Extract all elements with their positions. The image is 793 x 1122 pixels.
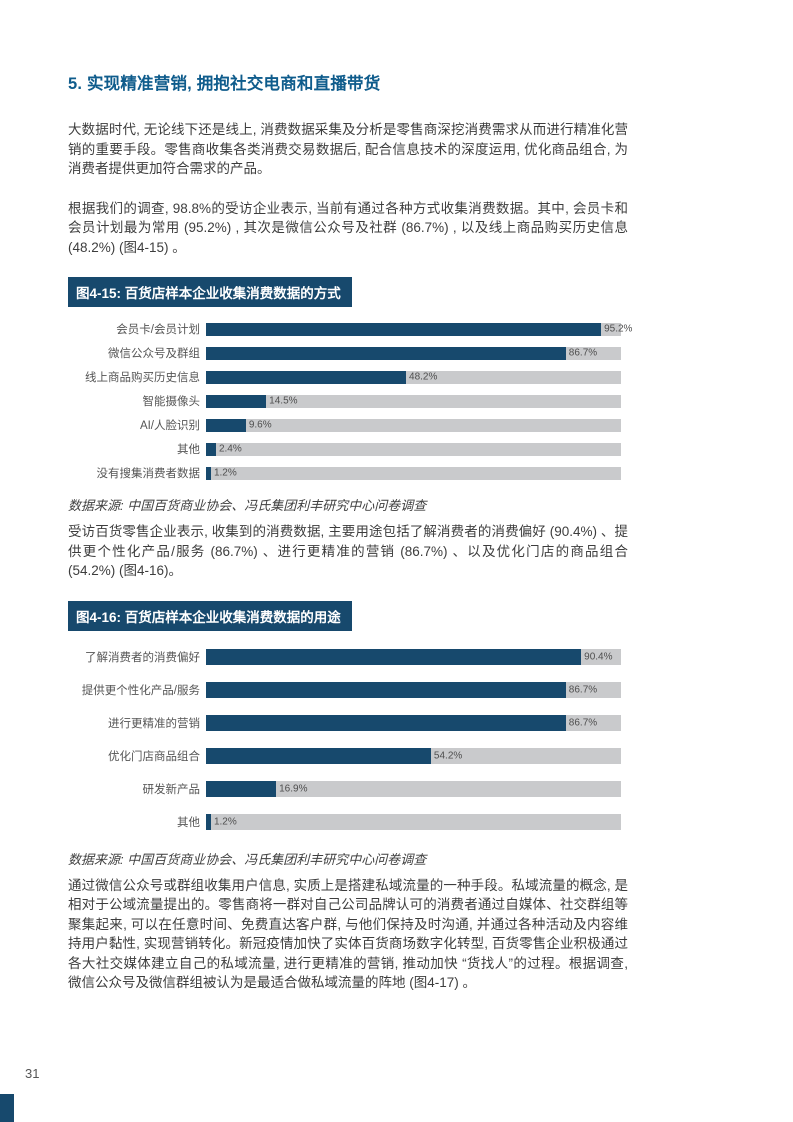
bar-category-label: 进行更精准的营销 [108,718,200,730]
bar-value [206,649,582,665]
bar-value-label: 48.2% [409,371,438,383]
bar-value-label: 16.9% [279,783,308,795]
bar-track: 86.7% [206,346,621,360]
bar-track: 54.2% [206,748,621,764]
chart-row: 其他 1.2% [68,806,621,839]
chart-row: 提供更个性化产品/服务 86.7% [68,674,621,707]
bar-chart-4-15: 会员卡/会员计划 95.2% 微信公众号及群组 86.7% 线上商品购买历史信息 48.2… [68,317,632,485]
chart-row: 其他 2.4% [68,437,621,461]
bar-value [206,418,246,432]
bar-value-label: 9.6% [248,419,272,431]
bar-category-label: 智能摄像头 [142,396,201,408]
paragraph-4: 通过微信公众号或群组收集用户信息, 实质上是搭建私域流量的一种手段。私域流量的概… [68,877,628,991]
bar-value [206,466,211,480]
bar-category-label: 研发新产品 [142,784,201,796]
bar-value-label: 86.7% [568,684,598,696]
bar-track: 90.4% [206,649,621,665]
bar-value-label: 54.2% [433,750,463,762]
bar-category-label: 优化门店商品组合 [108,751,200,763]
data-source-note-1: 数据来源: 中国百货商业协会、冯氏集团利丰研究中心问卷调查 [68,498,427,513]
bar-value [206,748,431,764]
chart-row: 智能摄像头 14.5% [68,389,621,413]
bar-track: 86.7% [206,715,621,731]
bar-track: 2.4% [206,442,621,456]
bar-value-label: 86.7% [568,347,598,359]
bar-value [206,322,602,336]
paragraph-2: 根据我们的调查, 98.8%的受访企业表示, 当前有通过各种方式收集消费数据。其… [68,200,628,255]
bar-value-label: 2.4% [218,443,242,455]
page-edge-accent [0,1094,14,1122]
bar-category-label: 线上商品购买历史信息 [85,372,200,384]
bar-category-label: 没有搜集消费者数据 [96,468,201,480]
bar-category-label: 会员卡/会员计划 [116,324,200,336]
bar-track: 1.2% [206,814,621,830]
section-heading: 5. 实现精准营销, 拥抱社交电商和直播带货 [68,75,381,93]
chart-row: 会员卡/会员计划 95.2% [68,317,632,341]
bar-category-label: 提供更个性化产品/服务 [81,685,200,697]
chart-row: 优化门店商品组合 54.2% [68,740,621,773]
bar-value [206,346,566,360]
bar-track: 9.6% [206,418,621,432]
paragraph-3: 受访百货零售企业表示, 收集到的消费数据, 主要用途包括了解消费者的消费偏好 (… [68,524,628,578]
page-number: 31 [25,1066,40,1081]
bar-track: 1.2% [206,466,621,480]
bar-track: 95.2% [206,322,632,336]
bar-category-label: 其他 [177,444,200,456]
bar-track: 48.2% [206,370,621,384]
bar-category-label: 微信公众号及群组 [108,348,200,360]
chart-row: 进行更精准的营销 86.7% [68,707,621,740]
chart-4-16-title-bar: 图4-16: 百货店样本企业收集消费数据的用途 [68,600,352,631]
bar-value [206,715,566,731]
bar-category-label: AI/人脸识别 [139,420,200,432]
content-column: 5. 实现精准营销, 拥抱社交电商和直播带货 大数据时代, 无论线下还是线上, … [68,70,632,1013]
bar-value-label: 95.2% [604,323,633,335]
bar-value-label: 1.2% [213,467,237,479]
chart-row: 没有搜集消费者数据 1.2% [68,461,621,485]
bar-track: 16.9% [206,781,621,797]
bar-value-label: 1.2% [213,816,237,828]
figure-4-15: 图4-15: 百货店样本企业收集消费数据的方式 会员卡/会员计划 95.2% 微信公… [68,277,632,514]
paragraph-1: 大数据时代, 无论线下还是线上, 消费数据采集及分析是零售商深挖消费需求从而进行… [68,122,628,176]
bar-value-label: 14.5% [269,395,298,407]
bar-category-label: 了解消费者的消费偏好 [85,652,200,664]
bar-value [206,682,566,698]
bar-value [206,781,277,797]
bar-track: 14.5% [206,394,621,408]
bar-value-label: 90.4% [584,651,613,663]
figure-4-16: 图4-16: 百货店样本企业收集消费数据的用途 了解消费者的消费偏好 90.4% 提… [68,600,628,868]
bar-value [206,442,216,456]
chart-4-15-title-bar: 图4-15: 百货店样本企业收集消费数据的方式 [68,277,352,307]
bar-category-label: 其他 [177,817,200,829]
bar-value [206,370,407,384]
chart-row: 研发新产品 16.9% [68,773,621,806]
bar-value [206,814,211,830]
bar-value-label: 86.7% [568,717,598,729]
bar-value [206,394,267,408]
chart-row: 线上商品购买历史信息 48.2% [68,365,621,389]
bar-track: 86.7% [206,682,621,698]
chart-row: AI/人脸识别 9.6% [68,413,621,437]
chart-row: 微信公众号及群组 86.7% [68,341,621,365]
chart-row: 了解消费者的消费偏好 90.4% [68,641,621,674]
bar-chart-4-16: 了解消费者的消费偏好 90.4% 提供更个性化产品/服务 86.7% 进行更精准的营销 8… [68,641,621,839]
data-source-note-2: 数据来源: 中国百货商业协会、冯氏集团利丰研究中心问卷调查 [68,851,427,867]
